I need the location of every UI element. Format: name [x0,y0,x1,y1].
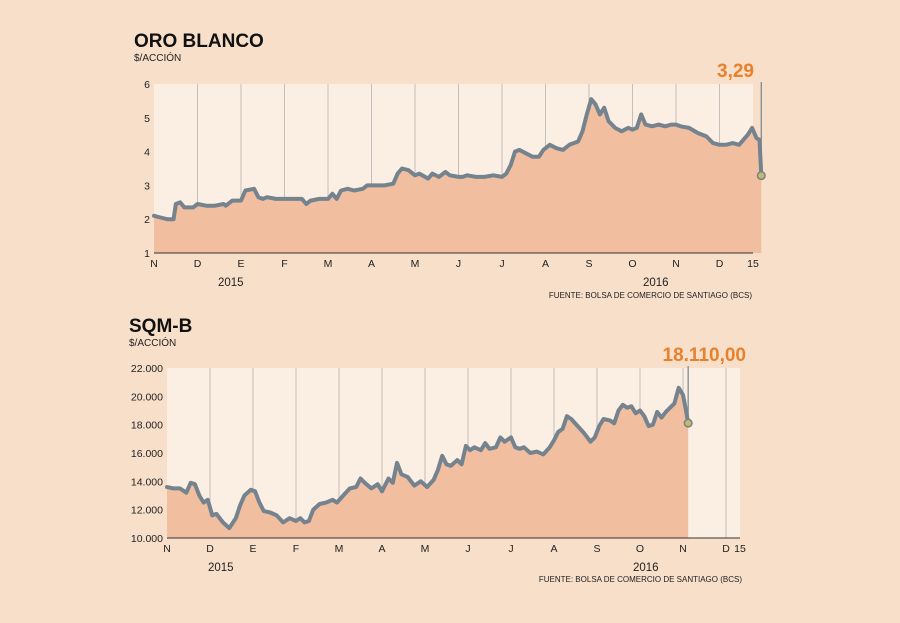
y-tick-label: 12.000 [131,505,163,517]
x-tick-label: A [542,258,549,270]
chart-title: SQM-B [129,316,192,337]
x-tick-label: F [281,258,287,270]
x-tick-label: D [722,543,730,555]
source-note: FUENTE: BOLSA DE COMERCIO DE SANTIAGO (B… [539,575,742,584]
x-tick-label: D [716,258,724,270]
y-tick-label: 16.000 [131,448,163,460]
price-line [152,97,764,222]
y-tick-label: 3 [144,180,150,192]
y-tick-label: 20.000 [131,391,163,403]
last-value-marker [756,171,766,181]
last-value-label: 3,29 [717,61,754,82]
y-tick-labels: 10.000 12.000 14.000 16.000 18.000 20.000 22.0… [131,363,163,545]
x-tick-label: M [421,543,430,555]
x-tick-label: M [324,258,333,270]
year-label-2015: 2015 [208,562,234,574]
y-tick-label: 18.000 [131,420,163,432]
x-tick-label: D [194,258,202,270]
y-tick-label: 1 [144,248,150,260]
y-tick-label: 4 [144,147,150,159]
x-tick-labels: N D E F M A M J J A S O N D 15 [163,543,746,555]
x-tick-label: S [585,258,592,270]
year-label-2016: 2016 [633,562,659,574]
last-value-label: 18.110,00 [663,345,746,366]
x-tick-label: J [499,258,504,270]
x-tick-label: D [206,543,214,555]
x-tick-label: A [550,543,557,555]
x-tick-label: J [456,258,461,270]
year-label-2015: 2015 [218,277,244,289]
x-tick-label: A [368,258,375,270]
x-tick-label: O [636,543,644,555]
x-tick-label: J [508,543,513,555]
x-tick-label: S [593,543,600,555]
x-tick-label: N [150,258,158,270]
x-tick-label: A [378,543,385,555]
x-tick-label: M [335,543,344,555]
y-tick-label: 10.000 [131,533,163,545]
x-tick-label: M [411,258,420,270]
price-area [154,99,762,253]
unit-label: $/ACCIÓN [129,336,176,349]
y-tick-label: 22.000 [131,363,163,375]
oro-blanco-chart: ORO BLANCO $/ACCIÓN 3,29 1 2 3 4 5 6 N D E F M A M J… [134,31,766,300]
price-area [167,387,689,538]
y-tick-label: 2 [144,214,150,226]
x-tick-label: N [679,543,687,555]
source-note: FUENTE: BOLSA DE COMERCIO DE SANTIAGO (B… [549,291,752,300]
y-tick-label: 5 [144,113,150,125]
x-tick-label: N [163,543,171,555]
price-line [165,385,691,531]
x-tick-label: N [672,258,680,270]
year-label-2016: 2016 [643,277,669,289]
x-tick-label: F [293,543,299,555]
x-tick-label: E [237,258,244,270]
x-tick-labels: N D E F M A M J J A S O N D 15 [150,258,759,270]
x-tick-label: E [249,543,256,555]
last-value-marker [683,418,693,428]
x-tick-label: J [465,543,470,555]
chart-title: ORO BLANCO [134,31,264,52]
x-tick-label: 15 [734,543,746,555]
y-tick-labels: 1 2 3 4 5 6 [144,79,150,260]
x-tick-label: O [628,258,636,270]
unit-label: $/ACCIÓN [134,51,181,64]
y-tick-label: 14.000 [131,476,163,488]
y-tick-label: 6 [144,79,150,91]
x-tick-label: 15 [747,258,759,270]
sqm-b-chart: SQM-B $/ACCIÓN 18.110,00 10.000 12.000 14.… [129,316,746,584]
